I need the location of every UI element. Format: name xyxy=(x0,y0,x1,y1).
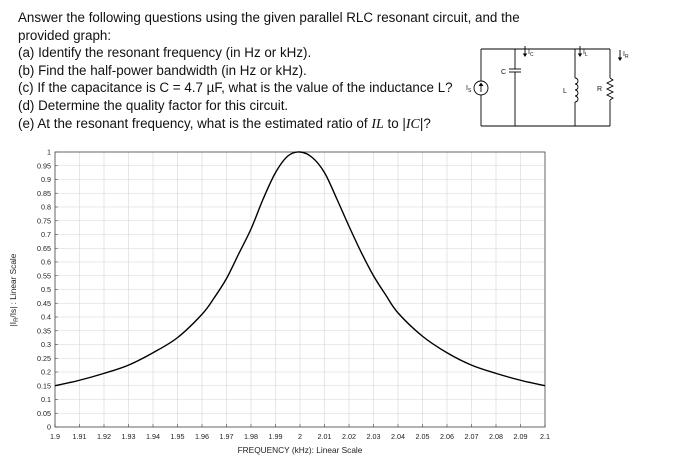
question-text: Answer the following questions using the… xyxy=(18,9,538,133)
y-tick-label: 0.75 xyxy=(37,216,51,225)
x-tick-label: 2.04 xyxy=(391,432,405,441)
resistor-zigzag-icon xyxy=(605,77,615,101)
x-tick-label: 1.95 xyxy=(171,432,185,441)
y-tick-label: 0.2 xyxy=(41,368,51,377)
question-e-denominator: IC xyxy=(405,116,420,132)
question-e-suffix: |? xyxy=(419,115,431,131)
rlc-circuit-diagram: IS C IC L IL R IR xyxy=(466,46,629,127)
intro-line-1: Answer the following questions using the… xyxy=(18,10,520,25)
x-tick-label: 1.9 xyxy=(50,432,60,441)
x-tick-label: 2.06 xyxy=(440,432,454,441)
x-tick-label: 2.02 xyxy=(342,432,356,441)
x-tick-label: 2.03 xyxy=(367,432,381,441)
source-arrow-head xyxy=(478,82,484,86)
y-tick-label: 0.05 xyxy=(37,409,51,418)
frequency-response-chart: 1.9 1.91 1.92 1.93 1.94 1.95 1.96 1.97 1.98 1.99 2… xyxy=(8,148,550,456)
y-tick-label: 1 xyxy=(47,148,51,157)
y-tick-label: 0.25 xyxy=(37,354,51,363)
x-tick-labels: 1.9 1.91 1.92 1.93 1.94 1.95 1.96 1.97 1.98 1.99 2… xyxy=(50,424,550,441)
x-tick-label: 2.08 xyxy=(489,432,503,441)
question-b: (b) Find the half-power bandwidth (in Hz… xyxy=(18,62,307,78)
y-tick-label: 0.55 xyxy=(37,271,51,280)
capacitor-current-arrow-head xyxy=(522,53,528,57)
x-axis-title: FREQUENCY (kHz): Linear Scale xyxy=(238,445,363,455)
x-tick-label: 1.94 xyxy=(146,432,160,441)
resistor-current-arrow-head xyxy=(617,57,623,61)
question-e-numerator: IL xyxy=(371,116,384,132)
question-e-mid: to | xyxy=(383,115,406,131)
x-tick-label: 1.91 xyxy=(73,432,87,441)
source-label: IS xyxy=(466,85,472,94)
x-tick-label: 2.05 xyxy=(416,432,430,441)
y-axis-title: |IR/Is| : Linear Scale xyxy=(8,253,20,326)
capacitor-current-label: IC xyxy=(528,49,534,58)
x-tick-label: 2.09 xyxy=(514,432,528,441)
question-a: (a) Identify the resonant frequency (in … xyxy=(18,45,312,61)
current-source-icon xyxy=(473,80,489,96)
question-e: (e) At the resonant frequency, what is t… xyxy=(18,115,538,134)
y-tick-label: 0.95 xyxy=(37,161,51,170)
y-tick-labels: 0 0.05 0.1 0.15 0.2 0.25 0.3 0.35 0.4 0.45 0.5 0.55… xyxy=(37,148,58,432)
inductor-coil-icon xyxy=(574,77,579,103)
y-tick-label: 0.1 xyxy=(41,395,51,404)
x-tick-label: 1.99 xyxy=(269,432,283,441)
intro-line-2: provided graph: xyxy=(18,27,112,43)
y-tick-label: 0.85 xyxy=(37,189,51,198)
x-tick-label: 1.96 xyxy=(195,432,209,441)
y-tick-label: 0.15 xyxy=(37,381,51,390)
x-tick-label: 1.97 xyxy=(220,432,234,441)
inductor-label: L xyxy=(563,88,567,95)
y-tick-label: 0 xyxy=(47,423,51,432)
x-tick-label: 2.1 xyxy=(540,432,550,441)
inductor-current-label: IL xyxy=(583,49,588,58)
x-tick-label: 1.93 xyxy=(122,432,136,441)
y-tick-label: 0.5 xyxy=(41,285,51,294)
question-e-prefix: (e) At the resonant frequency, what is t… xyxy=(18,115,372,131)
response-curve-line xyxy=(54,151,546,387)
question-c: (c) If the capacitance is C = 4.7 µF, wh… xyxy=(18,80,453,96)
y-tick-label: 0.35 xyxy=(37,326,51,335)
capacitor-label: C xyxy=(501,69,506,76)
x-tick-label: 2.07 xyxy=(465,432,479,441)
x-tick-label: 1.92 xyxy=(97,432,111,441)
inductor-current-arrow-head xyxy=(577,53,583,57)
y-tick-label: 0.65 xyxy=(37,244,51,253)
resistor-current-label: IR xyxy=(623,51,629,60)
grid-lines xyxy=(54,151,546,428)
y-tick-label: 0.4 xyxy=(41,313,51,322)
y-tick-label: 0.45 xyxy=(37,299,51,308)
x-tick-label: 2 xyxy=(298,432,302,441)
y-tick-label: 0.9 xyxy=(41,175,51,184)
y-tick-label: 0.7 xyxy=(41,230,51,239)
y-tick-label: 0.3 xyxy=(41,340,51,349)
x-tick-label: 2.01 xyxy=(318,432,332,441)
question-d: (d) Determine the quality factor for thi… xyxy=(18,97,289,113)
resistor-label: R xyxy=(597,86,602,93)
x-tick-label: 1.98 xyxy=(244,432,258,441)
y-tick-label: 0.8 xyxy=(41,203,51,212)
y-tick-label: 0.6 xyxy=(41,258,51,267)
